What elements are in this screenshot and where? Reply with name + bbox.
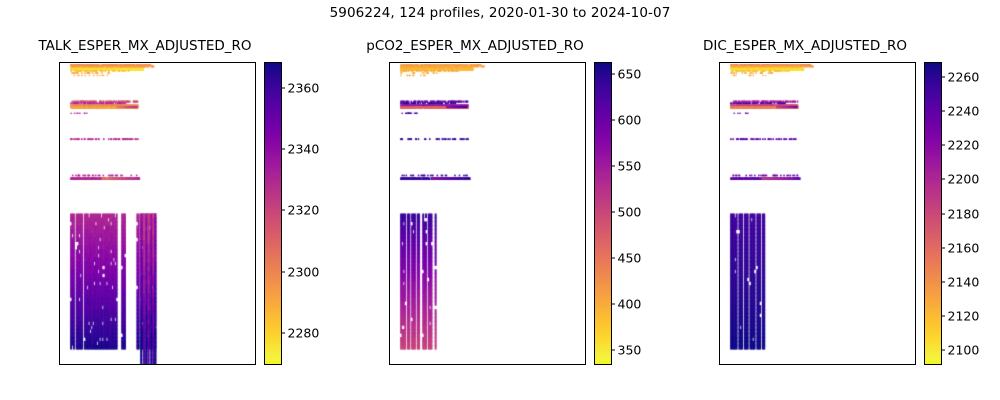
x-tick-mark	[872, 364, 873, 365]
y-tick-mark	[389, 326, 390, 327]
y-tick-mark	[389, 138, 390, 139]
colorbar-tick-label: 2320	[287, 202, 320, 218]
colorbar-tick-label: 2160	[947, 240, 980, 256]
x-tick-mark	[212, 364, 213, 365]
panel-title-talk: TALK_ESPER_MX_ADJUSTED_RO	[38, 38, 252, 54]
colorbar-tick-label: 2140	[947, 274, 980, 290]
y-tick-mark	[389, 288, 390, 289]
y-tick-mark	[719, 63, 720, 64]
y-tick-mark	[389, 63, 390, 64]
colorbar-tick-label: 2120	[947, 308, 980, 324]
colorbar-tick-label: 2340	[287, 141, 320, 157]
colorbar-tick-label: 2240	[947, 103, 980, 119]
colorbar-tick-mark	[281, 332, 285, 334]
colorbar-gradient-0	[265, 63, 281, 364]
colorbar-tick-label: 350	[617, 342, 642, 358]
colorbar-tick-mark	[611, 257, 615, 259]
figure-title: 5906224, 124 profiles, 2020-01-30 to 202…	[329, 5, 671, 21]
heatmap-canvas-1	[390, 63, 585, 364]
colorbar-tick-mark	[941, 315, 945, 317]
x-tick-mark	[799, 364, 800, 365]
colorbar-dic: 2100 2120 2140 2160 2180 2200 2220 2240 2260	[924, 62, 979, 365]
colorbar-tick-mark	[611, 119, 615, 121]
y-tick-mark	[59, 326, 60, 327]
panel-dic: DIC_ESPER_MX_ADJUSTED_RO 025050075010001…	[660, 0, 1000, 400]
colorbar-tick-mark	[941, 178, 945, 180]
colorbar-tick-mark	[941, 144, 945, 146]
colorbar-gradient-1	[595, 63, 611, 364]
colorbar-tick-label: 400	[617, 296, 642, 312]
y-tick-mark	[719, 288, 720, 289]
colorbar-tick-mark	[941, 110, 945, 112]
colorbar-tick-mark	[941, 281, 945, 283]
axes-pco2: 02505007501000125015001750200020222024	[389, 62, 586, 365]
y-tick-mark	[389, 100, 390, 101]
y-tick-mark	[719, 326, 720, 327]
colorbar-tick-mark	[611, 73, 615, 75]
colorbar-tick-label: 2100	[947, 342, 980, 358]
colorbar-tick-label: 2260	[947, 69, 980, 85]
y-tick-mark	[389, 213, 390, 214]
colorbar-tick-mark	[611, 211, 615, 213]
colorbar-tick-label: 550	[617, 158, 642, 174]
colorbar-talk: 2280 2300 2320 2340 2360	[264, 62, 319, 365]
panel-title-pco2: pCO2_ESPER_MX_ADJUSTED_RO	[366, 38, 584, 54]
colorbar-tick-mark	[281, 209, 285, 211]
y-tick-mark	[59, 213, 60, 214]
x-tick-mark	[139, 364, 140, 365]
y-tick-mark	[719, 251, 720, 252]
x-tick-mark	[469, 364, 470, 365]
colorbar-tick-mark	[941, 247, 945, 249]
y-tick-mark	[389, 364, 390, 365]
y-tick-mark	[59, 251, 60, 252]
x-tick-mark	[542, 364, 543, 365]
axes-talk: 02505007501000125015001750200020222024	[59, 62, 256, 365]
colorbar-tick-label: 650	[617, 66, 642, 82]
heatmap-canvas-2	[720, 63, 915, 364]
colorbar-tick-mark	[611, 303, 615, 305]
y-tick-mark	[719, 138, 720, 139]
axes-dic: 02505007501000125015001750200020222024	[719, 62, 916, 365]
colorbar-gradient-2	[925, 63, 941, 364]
y-tick-mark	[719, 364, 720, 365]
colorbar-tick-label: 2180	[947, 206, 980, 221]
y-tick-mark	[719, 175, 720, 176]
colorbar-pco2: 350 400 450 500 550 600 650	[594, 62, 641, 365]
y-tick-mark	[59, 63, 60, 64]
y-tick-mark	[59, 364, 60, 365]
colorbar-tick-mark	[281, 87, 285, 89]
colorbar-tick-mark	[611, 165, 615, 167]
colorbar-tick-label: 2280	[287, 325, 320, 341]
panel-talk: TALK_ESPER_MX_ADJUSTED_RO 02505007501000…	[0, 0, 330, 400]
colorbar-tick-mark	[941, 76, 945, 78]
y-tick-mark	[719, 100, 720, 101]
y-tick-mark	[59, 288, 60, 289]
y-tick-mark	[389, 175, 390, 176]
y-tick-mark	[719, 213, 720, 214]
y-tick-mark	[59, 138, 60, 139]
y-tick-mark	[59, 100, 60, 101]
colorbar-tick-label: 2200	[947, 171, 980, 187]
y-tick-mark	[389, 251, 390, 252]
colorbar-tick-label: 2220	[947, 137, 980, 153]
colorbar-tick-mark	[281, 271, 285, 273]
colorbar-tick-label: 500	[617, 204, 642, 220]
y-tick-mark	[59, 175, 60, 176]
colorbar-tick-mark	[941, 349, 945, 351]
colorbar-tick-label: 450	[617, 250, 642, 266]
panel-title-dic: DIC_ESPER_MX_ADJUSTED_RO	[702, 38, 908, 54]
colorbar-tick-label: 600	[617, 112, 642, 128]
heatmap-canvas-0	[60, 63, 255, 364]
colorbar-tick-label: 2300	[287, 264, 320, 280]
colorbar-tick-mark	[281, 148, 285, 150]
colorbar-tick-mark	[611, 349, 615, 351]
colorbar-tick-mark	[941, 213, 945, 214]
colorbar-tick-label: 2360	[287, 80, 320, 96]
panel-pco2: pCO2_ESPER_MX_ADJUSTED_RO 02505007501000…	[330, 0, 660, 400]
